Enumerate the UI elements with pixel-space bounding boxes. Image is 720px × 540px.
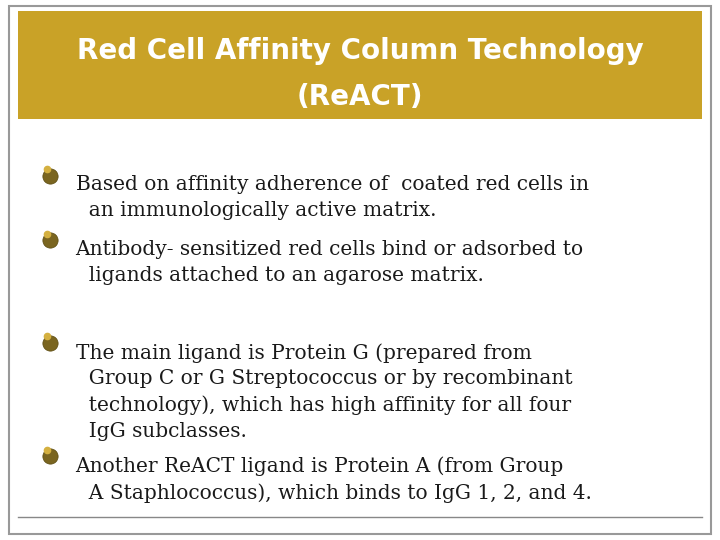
Text: The main ligand is Protein G (prepared from
  Group C or G Streptococcus or by r: The main ligand is Protein G (prepared f… [76,343,572,441]
Text: Red Cell Affinity Column Technology: Red Cell Affinity Column Technology [76,37,644,65]
Bar [18,11,702,119]
Text: Based on affinity adherence of  coated red cells in
  an immunologically active : Based on affinity adherence of coated re… [76,176,589,220]
Text: Another ReACT ligand is Protein A (from Group
  A Staphlococcus), which binds to: Another ReACT ligand is Protein A (from … [76,456,591,503]
Text: (ReACT): (ReACT) [297,83,423,111]
Text: Antibody- sensitized red cells bind or adsorbed to
  ligands attached to an agar: Antibody- sensitized red cells bind or a… [76,240,584,285]
